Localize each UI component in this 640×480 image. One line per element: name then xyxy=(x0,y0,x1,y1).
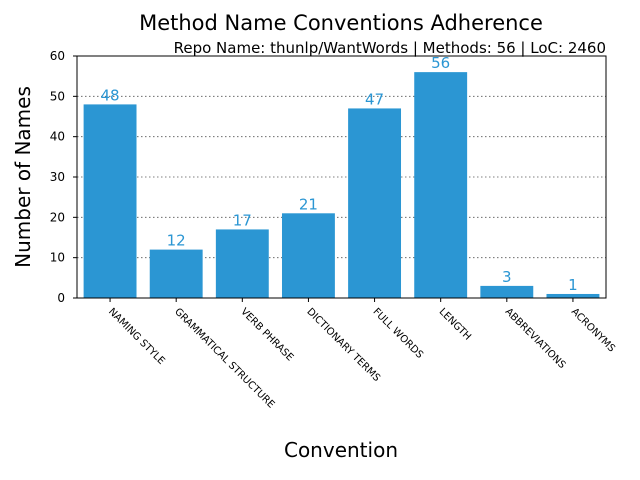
y-tick-label: 30 xyxy=(50,170,65,184)
chart-title: Method Name Conventions Adherence xyxy=(139,11,543,35)
x-tick-label: VERB PHRASE xyxy=(238,306,295,363)
bar xyxy=(480,285,534,298)
bar xyxy=(348,108,402,298)
y-axis-ticks: 0 10 20 30 40 50 60 xyxy=(50,49,77,305)
x-tick-label: LENGTH xyxy=(437,306,473,342)
x-tick-label: DICTIONARY TERMS xyxy=(304,306,382,384)
y-axis-label: Number of Names xyxy=(11,86,35,268)
bar-value-label: 12 xyxy=(167,232,186,250)
bar xyxy=(281,213,335,298)
bar xyxy=(149,249,203,298)
bar-value-label: 48 xyxy=(101,86,120,104)
gridlines xyxy=(77,95,606,259)
y-tick-label: 0 xyxy=(57,291,65,305)
bar-value-label: 3 xyxy=(502,268,512,286)
y-tick-label: 50 xyxy=(50,89,65,103)
x-tick-label: FULL WORDS xyxy=(370,306,425,361)
bar xyxy=(414,72,468,298)
x-tick-label: ACRONYMS xyxy=(569,306,617,354)
bar xyxy=(546,293,600,298)
y-tick-label: 40 xyxy=(50,130,65,144)
bars: 48 12 17 21 47 56 3 1 xyxy=(83,54,600,299)
y-tick-label: 10 xyxy=(50,251,65,265)
bar xyxy=(83,104,137,299)
bar-value-label: 21 xyxy=(299,195,318,213)
bar-value-label: 17 xyxy=(233,211,252,229)
x-tick-label: ABBREVIATIONS xyxy=(503,306,568,371)
bar-value-label: 1 xyxy=(568,276,578,294)
y-tick-label: 60 xyxy=(50,49,65,63)
bar-value-label: 47 xyxy=(365,90,384,108)
x-axis-label: Convention xyxy=(284,438,398,462)
bar xyxy=(215,229,269,298)
bar-value-label: 56 xyxy=(431,54,450,72)
y-tick-label: 20 xyxy=(50,210,65,224)
x-tick-label: NAMING STYLE xyxy=(106,306,167,367)
chart-subtitle: Repo Name: thunlp/WantWords | Methods: 5… xyxy=(174,39,606,57)
